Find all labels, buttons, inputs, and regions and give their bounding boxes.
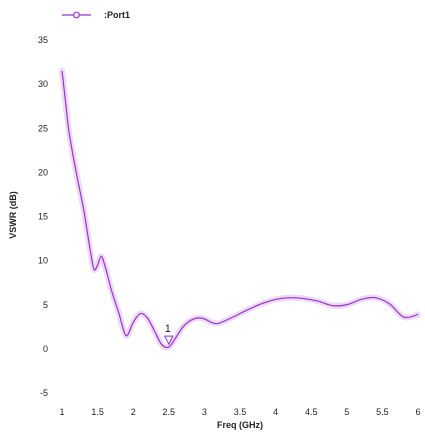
series-layer <box>59 67 421 351</box>
y-tick-label: -5 <box>40 388 48 398</box>
x-tick-label: 5 <box>344 407 349 417</box>
y-tick-label: 10 <box>38 256 48 266</box>
y-tick-label: 5 <box>43 300 48 310</box>
x-axis-ticks: 1 1.5 2 2.5 3 3.5 4 4.5 5 5.5 6 <box>59 407 420 417</box>
y-tick-label: 0 <box>43 344 48 354</box>
x-tick-label: 5.5 <box>376 407 389 417</box>
y-tick-label: 30 <box>38 79 48 89</box>
x-tick-label: 4 <box>273 407 278 417</box>
legend-label: :Port1 <box>104 10 130 20</box>
marker-triangle <box>163 335 174 346</box>
series-line-port1 <box>61 70 419 349</box>
x-tick-label: 4.5 <box>305 407 318 417</box>
annotation-layer: 1 <box>163 323 174 346</box>
x-tick-label: 2.5 <box>163 407 176 417</box>
x-tick-label: 3 <box>202 407 207 417</box>
plot-area <box>62 40 418 393</box>
x-tick-label: 2 <box>131 407 136 417</box>
y-tick-label: 35 <box>38 35 48 45</box>
marker-label: 1 <box>165 323 171 335</box>
legend-marker <box>73 11 80 19</box>
legend: :Port1 <box>62 10 130 20</box>
y-axis-title: VSWR (dB) <box>8 191 18 239</box>
x-tick-label: 3.5 <box>234 407 247 417</box>
y-tick-label: 25 <box>38 123 48 133</box>
x-tick-label: 1 <box>59 407 64 417</box>
x-tick-label: 6 <box>415 407 420 417</box>
y-axis-ticks: 35 30 25 20 15 10 5 0 -5 <box>38 35 48 398</box>
y-tick-label: 20 <box>38 167 48 177</box>
x-axis-title: Freq (GHz) <box>217 420 263 430</box>
series-halo <box>59 67 421 351</box>
y-tick-label: 15 <box>38 212 48 222</box>
x-tick-label: 1.5 <box>91 407 104 417</box>
